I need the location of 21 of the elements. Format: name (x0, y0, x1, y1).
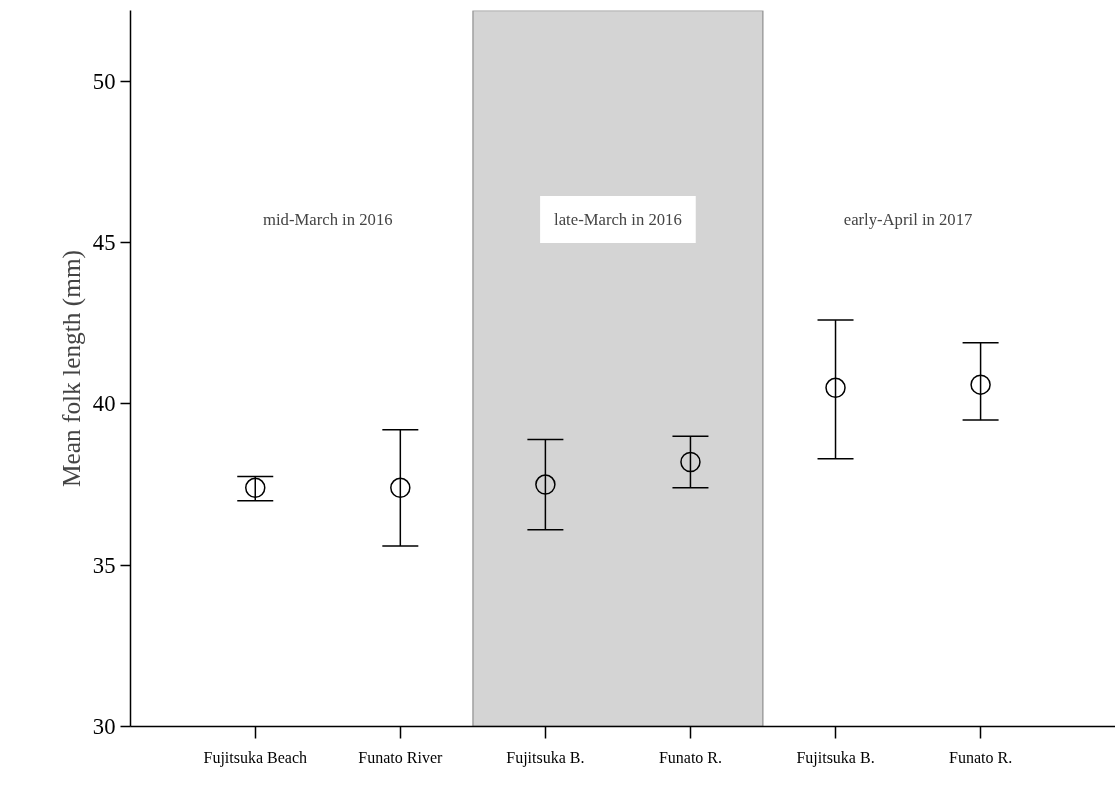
point (970, 374, 991, 395)
x-tick-label: Fujitsuka B. (796, 748, 875, 767)
x-tick-label: Funato R. (949, 748, 1013, 766)
x-tick-label: Fujitsuka Beach (203, 748, 308, 767)
x-tick-label: Fujitsuka B. (506, 748, 585, 767)
annotation: early-April in 2017 (843, 210, 973, 230)
y-tick-label: 50 (92, 68, 116, 94)
point (680, 451, 701, 473)
point (245, 477, 266, 499)
y-axis-title: Mean folk length (mm) (56, 249, 86, 488)
x-tick-label: Funato River (358, 748, 443, 766)
x-tick-label: Funato R. (658, 748, 723, 766)
point (390, 477, 411, 499)
annotation: mid-March in 2016 (263, 210, 393, 230)
point (825, 377, 846, 399)
point (535, 474, 556, 495)
y-tick-label: 45 (92, 230, 116, 256)
annotation: late-March in 2016 (554, 210, 682, 230)
y-tick-label: 35 (92, 552, 116, 578)
y-tick-label: 30 (92, 714, 116, 739)
y-tick-label: 40 (92, 391, 116, 417)
